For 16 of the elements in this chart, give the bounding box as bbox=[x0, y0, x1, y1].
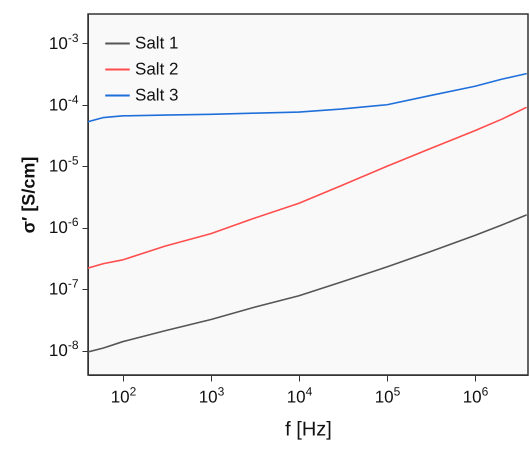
x-tick-label: 10$^{3}$ bbox=[198, 384, 225, 406]
y-tick-label: 10$^{-3}$ bbox=[48, 30, 79, 53]
legend-label: Salt 1 bbox=[135, 34, 178, 52]
y-axis-title: σ′ [S/cm] bbox=[18, 156, 38, 234]
y-tick-label: 10$^{-5}$ bbox=[48, 154, 79, 176]
legend-label: Salt 2 bbox=[135, 60, 178, 78]
x-axis-title: f [Hz] bbox=[285, 418, 332, 440]
legend-label: Salt 3 bbox=[135, 86, 178, 104]
y-tick-label: 10$^{-8}$ bbox=[48, 338, 79, 360]
x-tick-label: 10$^{2}$ bbox=[110, 384, 137, 406]
x-tick-label: 10$^{6}$ bbox=[462, 384, 489, 406]
y-tick-label: 10$^{-6}$ bbox=[48, 215, 79, 238]
x-tick-label: 10$^{4}$ bbox=[286, 384, 313, 406]
y-tick-label: 10$^{-7}$ bbox=[48, 276, 79, 299]
x-tick-label: 10$^{5}$ bbox=[374, 384, 401, 406]
y-tick-label: 10$^{-4}$ bbox=[48, 92, 79, 114]
